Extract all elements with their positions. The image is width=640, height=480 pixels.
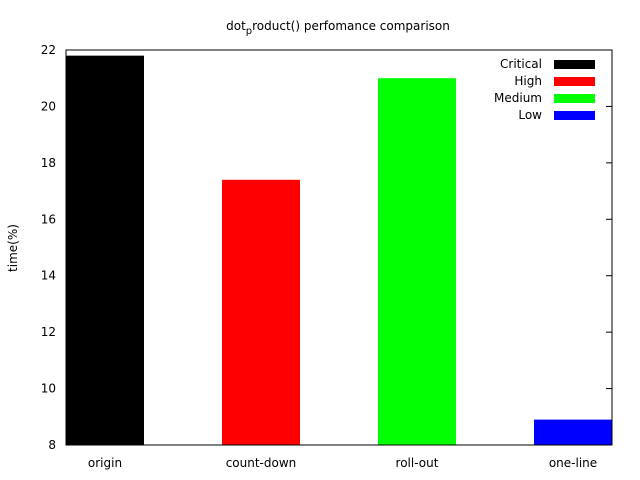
y-tick-label-16: 16 [41,212,56,226]
x-tick-label-count-down: count-down [226,456,297,470]
legend-swatch-critical [554,60,595,69]
chart-title: dotproduct() perfomance comparison [226,19,450,37]
y-tick-label-20: 20 [41,99,56,113]
bar-roll-out [378,78,456,445]
x-tick-label-origin: origin [88,456,122,470]
legend-label-critical: Critical [500,57,542,71]
legend-swatch-low [554,111,595,120]
plot-area: 8 10 12 14 16 18 20 22 origin count-down roll-out o… [41,43,613,470]
y-tick-label-10: 10 [41,382,56,396]
plot-border [65,49,613,446]
legend-swatch-medium [554,94,595,103]
bar-one-line [534,419,612,445]
bar-count-down [222,179,300,446]
chart-title-part1: dot [226,19,246,33]
x-tick-label-roll-out: roll-out [396,456,439,470]
x-tick-label-one-line: one-line [549,456,597,470]
bar-origin [66,55,144,446]
chart-title-subscript: p [246,26,252,37]
legend-label-low: Low [518,108,542,122]
legend-label-medium: Medium [494,91,542,105]
y-tick-label-8: 8 [48,438,56,452]
y-tick-label-18: 18 [41,156,56,170]
y-axis-label: time(%) [6,224,20,272]
y-tick-label-12: 12 [41,325,56,339]
legend-swatch-high [554,77,595,86]
y-tick-label-22: 22 [41,43,56,57]
chart-title-part2: roduct() perfomance comparison [252,19,450,33]
legend-label-high: High [514,74,542,88]
y-tick-label-14: 14 [41,269,56,283]
